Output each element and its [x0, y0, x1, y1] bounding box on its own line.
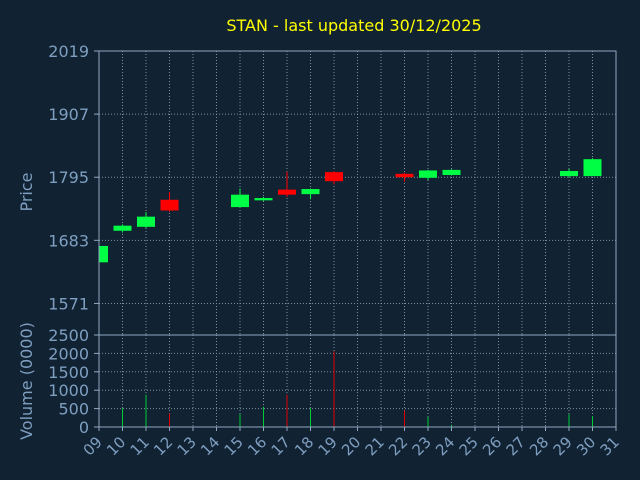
- day-tick-label: 24: [432, 433, 458, 459]
- candle-body: [583, 159, 602, 177]
- price-tick-label: 1795: [48, 168, 89, 187]
- candle-day-23: [419, 169, 437, 181]
- day-tick-label: 30: [573, 433, 599, 459]
- price-tick-labels: 2019 1907 1795 1683 1571: [48, 42, 99, 313]
- chart-title: STAN - last updated 30/12/2025: [226, 16, 481, 35]
- candle-body: [137, 216, 155, 227]
- volume-bars: [122, 351, 593, 427]
- price-tick-label: 1683: [48, 231, 89, 250]
- candle-day-9: [98, 245, 108, 263]
- candle-day-18: [301, 188, 320, 200]
- candle-day-17: [278, 171, 296, 197]
- price-tick-label: 1907: [48, 105, 89, 124]
- volume-tick-label: 500: [58, 400, 89, 419]
- candle-body: [395, 173, 414, 178]
- candle-day-30: [583, 158, 602, 177]
- day-tick-label: 21: [362, 433, 388, 459]
- day-tick-label: 18: [291, 433, 317, 459]
- day-tick-labels: 0910111213141516171819202122232425262728…: [80, 427, 623, 459]
- day-axis-label: Day: [333, 458, 363, 476]
- day-tick-label: 19: [315, 433, 341, 459]
- day-tick-label: 17: [268, 433, 294, 459]
- candle-day-22: [395, 172, 414, 182]
- candle-day-11: [137, 212, 155, 228]
- candle-day-10: [113, 224, 132, 233]
- day-tick-label: 27: [503, 433, 529, 459]
- day-tick-label: 26: [479, 433, 505, 459]
- candle-body: [419, 170, 437, 178]
- price-grid: [98, 50, 617, 335]
- candle-body: [560, 171, 578, 177]
- day-tick-label: 31: [597, 433, 623, 459]
- candle-body: [325, 172, 343, 182]
- candle-body: [113, 225, 132, 231]
- volume-tick-label: 2500: [48, 326, 89, 345]
- candle-day-24: [442, 169, 461, 176]
- day-tick-label: 29: [550, 433, 576, 459]
- day-tick-label: 16: [244, 433, 270, 459]
- candle-body: [301, 189, 320, 195]
- volume-panel-frame: [98, 334, 617, 428]
- volume-tick-label: 1000: [48, 381, 89, 400]
- price-tick-label: 1571: [48, 294, 89, 313]
- candle-body: [231, 194, 249, 208]
- day-tick-label: 15: [221, 433, 247, 459]
- day-tick-label: 22: [385, 433, 411, 459]
- day-tick-label: 25: [456, 433, 482, 459]
- candle-day-19: [325, 171, 343, 185]
- candle-body: [278, 189, 296, 195]
- day-tick-label: 12: [150, 433, 176, 459]
- candle-day-15: [231, 188, 249, 208]
- candle-day-12: [160, 191, 179, 212]
- day-tick-label: 09: [80, 433, 106, 459]
- volume-grid: [98, 335, 617, 427]
- candle-body: [160, 199, 179, 211]
- volume-tick-label: 0: [79, 418, 89, 437]
- volume-tick-label: 1500: [48, 363, 89, 382]
- price-axis-label: Price: [17, 172, 36, 211]
- volume-tick-label: 2000: [48, 344, 89, 363]
- candle-body: [99, 245, 108, 263]
- candle-body: [254, 198, 273, 201]
- candle-body: [442, 169, 461, 175]
- day-tick-label: 11: [127, 433, 153, 459]
- candle-day-16: [254, 196, 273, 201]
- volume-axis-label: Volume (0000): [17, 322, 36, 440]
- day-tick-label: 14: [197, 433, 223, 459]
- day-tick-label: 28: [526, 433, 552, 459]
- candle-day-29: [560, 168, 578, 178]
- day-tick-label: 13: [174, 433, 200, 459]
- day-tick-label: 20: [338, 433, 364, 459]
- day-tick-label: 23: [409, 433, 435, 459]
- day-tick-label: 10: [103, 433, 129, 459]
- candlestick-series: [98, 158, 602, 263]
- price-tick-label: 2019: [48, 42, 89, 61]
